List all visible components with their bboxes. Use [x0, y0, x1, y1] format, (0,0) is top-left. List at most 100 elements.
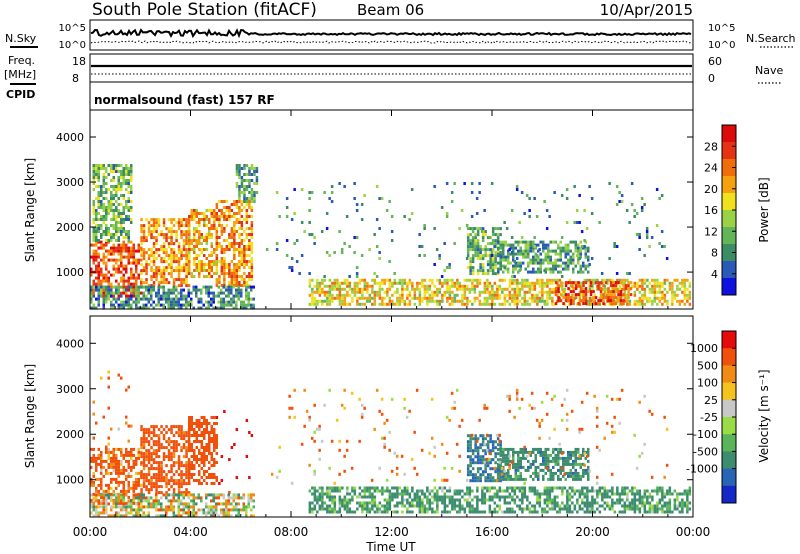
- heatmap-cell: [170, 479, 173, 483]
- heatmap-cell: [238, 200, 241, 203]
- heatmap-cell: [626, 302, 629, 306]
- heatmap-cell: [295, 260, 299, 263]
- heatmap-cell: [514, 267, 517, 271]
- heatmap-cell: [531, 287, 534, 291]
- heatmap-cell: [110, 185, 113, 188]
- heatmap-cell: [539, 261, 542, 265]
- heatmap-cell: [185, 254, 188, 258]
- heatmap-cell: [107, 239, 110, 242]
- heatmap-cell: [428, 507, 432, 511]
- heatmap-cell: [100, 267, 103, 271]
- heatmap-cell: [92, 288, 95, 292]
- heatmap-cell: [170, 470, 173, 474]
- heatmap-cell: [107, 227, 110, 230]
- heatmap-cell: [203, 479, 206, 482]
- heatmap-cell: [328, 293, 332, 297]
- heatmap-cell: [230, 502, 233, 506]
- heatmap-cell: [558, 486, 562, 490]
- heatmap-cell: [213, 251, 216, 254]
- heatmap-cell: [497, 240, 500, 244]
- heatmap-cell: [100, 243, 103, 247]
- heatmap-cell: [331, 507, 334, 511]
- heatmap-cell: [388, 278, 392, 282]
- heatmap-cell: [170, 467, 173, 471]
- heatmap-cell: [165, 236, 168, 240]
- heatmap-cell: [551, 302, 554, 306]
- heatmap-cell: [526, 507, 529, 511]
- heatmap-cell: [522, 261, 525, 265]
- heatmap-cell: [338, 299, 342, 303]
- heatmap-cell: [125, 388, 128, 392]
- heatmap-cell: [356, 299, 359, 303]
- heatmap-cell: [90, 288, 93, 292]
- heatmap-cell: [117, 252, 120, 256]
- heatmap-cell: [398, 296, 402, 300]
- heatmap-cell: [533, 245, 536, 248]
- heatmap-cell: [127, 439, 130, 443]
- heatmap-cell: [658, 284, 662, 288]
- heatmap-cell: [225, 239, 229, 242]
- heatmap-cell: [92, 230, 95, 233]
- heatmap-cell: [100, 258, 103, 262]
- heatmap-cell: [300, 254, 304, 257]
- heatmap-cell: [172, 479, 176, 483]
- heatmap-cell: [557, 299, 560, 303]
- heatmap-cell: [188, 230, 191, 233]
- heatmap-cell: [537, 267, 540, 271]
- heatmap-cell: [132, 300, 135, 304]
- heatmap-cell: [218, 482, 221, 485]
- heatmap-cell: [142, 458, 146, 462]
- heatmap-cell: [147, 514, 150, 518]
- heatmap-cell: [614, 302, 618, 306]
- heatmap-cell: [185, 272, 188, 276]
- heatmap-cell: [562, 246, 565, 250]
- heatmap-cell: [511, 495, 514, 499]
- heatmap-cell: [483, 281, 487, 285]
- heatmap-cell: [193, 473, 196, 476]
- heatmap-cell: [140, 263, 143, 267]
- heatmap-cell: [348, 501, 352, 505]
- heatmap-cell: [107, 442, 110, 446]
- heatmap-cell: [503, 302, 507, 306]
- heatmap-cell: [533, 510, 537, 514]
- heatmap-cell: [390, 239, 394, 242]
- heatmap-cell: [456, 287, 459, 291]
- heatmap-cell: [461, 284, 464, 288]
- heatmap-cell: [619, 296, 623, 300]
- heatmap-cell: [155, 425, 158, 429]
- heatmap-cell: [526, 302, 529, 306]
- heatmap-cell: [232, 297, 235, 301]
- heatmap-cell: [278, 215, 281, 218]
- heatmap-cell: [228, 266, 231, 269]
- heatmap-cell: [565, 221, 569, 224]
- heatmap-cell: [587, 264, 590, 268]
- heatmap-cell: [451, 296, 454, 300]
- heatmap-cell: [388, 498, 392, 502]
- heatmap-cell: [100, 167, 103, 170]
- heatmap-cell: [220, 251, 224, 254]
- heatmap-cell: [145, 452, 148, 456]
- heatmap-cell: [135, 496, 138, 500]
- heatmap-cell: [250, 288, 253, 292]
- heatmap-cell: [321, 504, 324, 508]
- heatmap-cell: [373, 296, 377, 300]
- heatmap-cell: [223, 284, 226, 287]
- heatmap-cell: [436, 489, 439, 493]
- heatmap-cell: [235, 493, 238, 497]
- heatmap-cell: [416, 492, 419, 496]
- heatmap-cell: [97, 499, 100, 503]
- heatmap-cell: [130, 255, 133, 259]
- heatmap-cell: [100, 185, 103, 188]
- heatmap-cell: [190, 242, 193, 245]
- heatmap-cell: [633, 215, 636, 218]
- heatmap-cell: [393, 290, 397, 294]
- heatmap-cell: [142, 297, 145, 301]
- heatmap-cell: [469, 242, 472, 246]
- heatmap-cell: [411, 498, 414, 502]
- heatmap-cell: [318, 284, 322, 288]
- heatmap-cell: [122, 179, 125, 182]
- heatmap-cell: [157, 443, 161, 447]
- heatmap-cell: [423, 224, 426, 227]
- heatmap-cell: [192, 285, 195, 289]
- heatmap-cell: [603, 290, 607, 294]
